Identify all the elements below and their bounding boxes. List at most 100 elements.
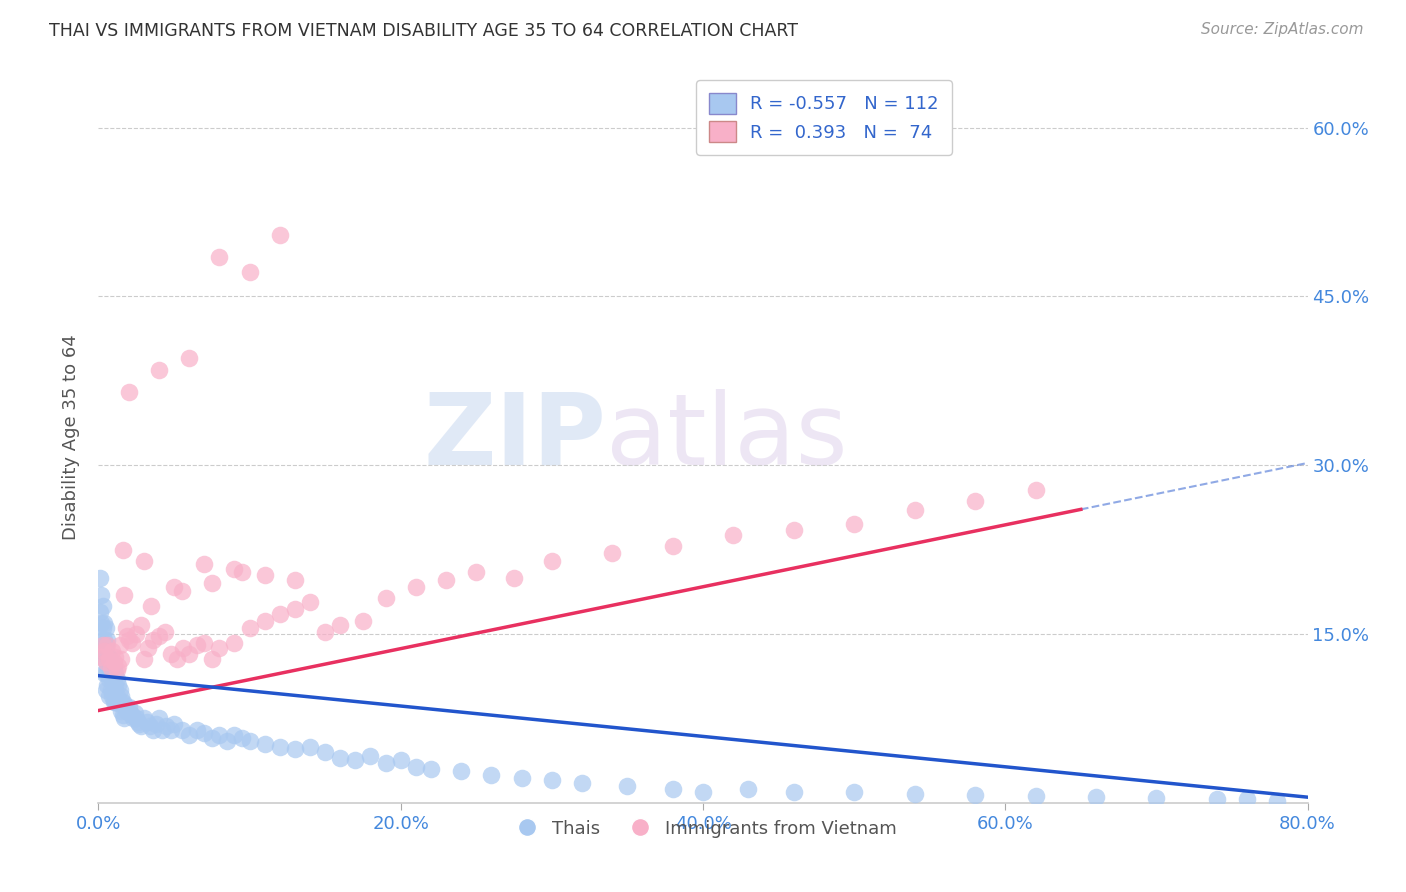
Point	[91, 599, 114, 613]
Point	[450, 764, 472, 779]
Point	[299, 595, 322, 609]
Point	[224, 728, 246, 742]
Point	[172, 640, 194, 655]
Point	[193, 636, 215, 650]
Point	[115, 704, 138, 718]
Point	[179, 728, 201, 742]
Point	[186, 723, 208, 737]
Point	[114, 621, 136, 635]
Point	[118, 700, 141, 714]
Point	[90, 632, 112, 647]
Point	[90, 588, 112, 602]
Point	[150, 723, 173, 737]
Point	[269, 227, 291, 242]
Point	[783, 784, 806, 798]
Point	[91, 621, 114, 635]
Point	[139, 719, 162, 733]
Point	[112, 588, 135, 602]
Point	[737, 782, 759, 797]
Point	[405, 580, 427, 594]
Point	[965, 788, 987, 802]
Point	[155, 719, 177, 733]
Point	[481, 767, 503, 781]
Point	[94, 638, 117, 652]
Point	[465, 565, 488, 579]
Point	[904, 503, 927, 517]
Point	[100, 683, 122, 698]
Point	[101, 644, 124, 658]
Point	[231, 731, 253, 745]
Point	[510, 771, 533, 785]
Point	[314, 624, 336, 639]
Point	[904, 787, 927, 801]
Point	[186, 638, 208, 652]
Point	[91, 644, 114, 658]
Point	[239, 265, 262, 279]
Point	[163, 580, 186, 594]
Point	[344, 753, 367, 767]
Point	[90, 615, 112, 630]
Point	[571, 775, 593, 789]
Point	[193, 558, 215, 572]
Point	[93, 632, 115, 647]
Point	[215, 734, 238, 748]
Point	[107, 694, 129, 708]
Point	[104, 649, 127, 664]
Point	[142, 632, 165, 647]
Point	[93, 666, 115, 681]
Point	[284, 602, 307, 616]
Point	[616, 779, 638, 793]
Point	[100, 666, 122, 681]
Point	[110, 652, 132, 666]
Point	[105, 672, 128, 686]
Point	[170, 723, 193, 737]
Point	[129, 719, 152, 733]
Point	[107, 678, 129, 692]
Point	[111, 708, 134, 723]
Point	[1206, 792, 1229, 806]
Point	[166, 652, 188, 666]
Point	[503, 571, 526, 585]
Point	[104, 666, 127, 681]
Point	[120, 706, 142, 720]
Point	[170, 584, 193, 599]
Point	[121, 636, 143, 650]
Point	[1236, 792, 1258, 806]
Point	[104, 678, 127, 692]
Point	[98, 649, 121, 664]
Point	[118, 385, 141, 400]
Point	[540, 773, 562, 788]
Point	[661, 782, 683, 797]
Y-axis label: Disability Age 35 to 64: Disability Age 35 to 64	[62, 334, 80, 540]
Point	[239, 621, 262, 635]
Point	[284, 741, 307, 756]
Point	[108, 683, 131, 698]
Point	[179, 647, 201, 661]
Point	[405, 760, 427, 774]
Point	[314, 745, 336, 759]
Point	[602, 546, 624, 560]
Point	[145, 717, 167, 731]
Point	[352, 614, 374, 628]
Point	[107, 658, 129, 673]
Point	[115, 629, 138, 643]
Point	[661, 539, 683, 553]
Point	[127, 714, 149, 729]
Point	[105, 689, 128, 703]
Point	[128, 717, 150, 731]
Point	[118, 632, 141, 647]
Point	[121, 708, 143, 723]
Point	[94, 655, 117, 669]
Point	[723, 528, 745, 542]
Point	[299, 739, 322, 754]
Point	[163, 717, 186, 731]
Point	[89, 605, 111, 619]
Point	[329, 618, 352, 632]
Point	[125, 627, 148, 641]
Point	[96, 649, 118, 664]
Point	[103, 672, 125, 686]
Point	[104, 694, 127, 708]
Point	[231, 565, 253, 579]
Point	[101, 672, 124, 686]
Point	[253, 737, 276, 751]
